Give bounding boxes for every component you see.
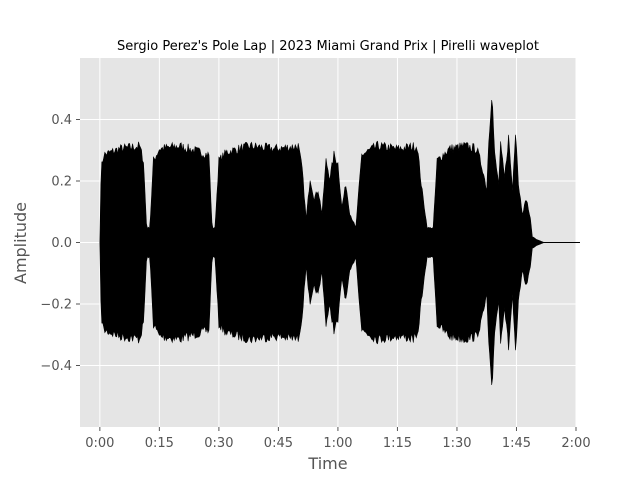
- waveform: [99, 100, 580, 385]
- x-tick-label: 1:30: [442, 436, 471, 451]
- x-tick-label: 0:00: [85, 436, 114, 451]
- x-tick-label: 0:30: [204, 436, 233, 451]
- y-axis-ticks: −0.4 −0.2 0.0 0.2 0.4: [40, 113, 80, 374]
- y-tick-label: −0.2: [40, 298, 72, 313]
- x-axis-label: Time: [307, 454, 347, 473]
- y-tick-label: 0.4: [51, 113, 72, 128]
- x-tick-label: 1:15: [383, 436, 412, 451]
- x-tick-label: 0:45: [264, 436, 293, 451]
- y-axis-label: Amplitude: [11, 202, 30, 284]
- x-tick-label: 0:15: [145, 436, 174, 451]
- x-tick-label: 1:00: [323, 436, 352, 451]
- x-tick-label: 2:00: [561, 436, 590, 451]
- y-tick-label: 0.2: [51, 175, 72, 190]
- x-tick-label: 1:45: [502, 436, 531, 451]
- x-axis-ticks: 0:00 0:15 0:30 0:45 1:00 1:15 1:30 1:45 2:00: [85, 427, 591, 451]
- chart-title: Sergio Perez's Pole Lap | 2023 Miami Gra…: [117, 39, 539, 54]
- y-tick-label: −0.4: [40, 359, 72, 374]
- y-tick-label: 0.0: [51, 236, 72, 251]
